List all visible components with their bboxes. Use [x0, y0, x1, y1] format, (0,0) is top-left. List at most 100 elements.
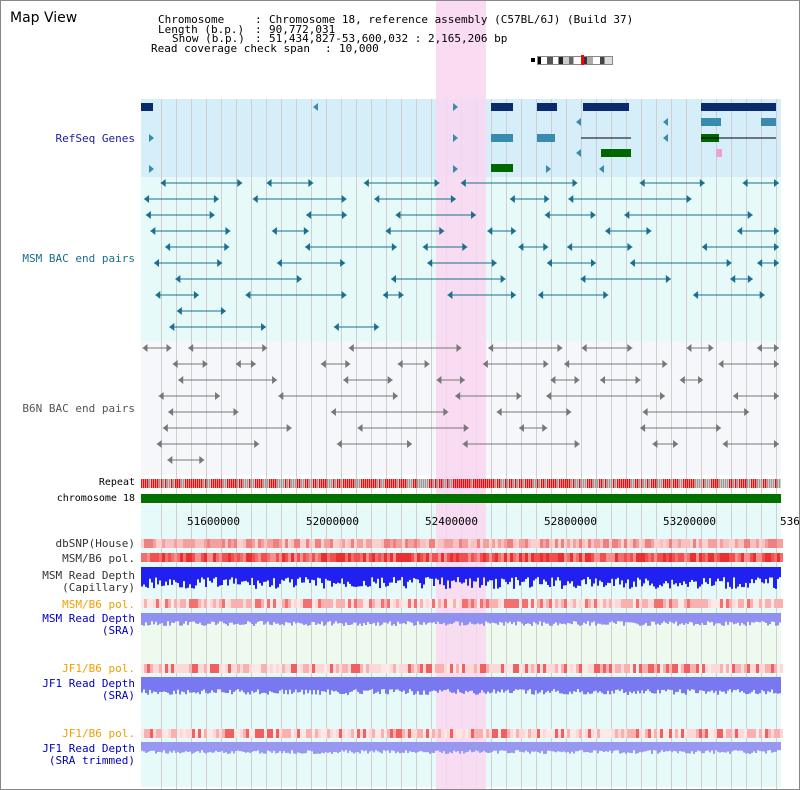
heat-cell [204, 664, 207, 673]
heat-cell [189, 539, 192, 548]
heat-cell [249, 599, 252, 608]
heat-cell [261, 664, 264, 673]
depth-bar [279, 742, 281, 752]
repeat-mark [603, 479, 605, 488]
heat-cell [432, 599, 435, 608]
heat-cell [336, 729, 339, 738]
depth-bar [633, 677, 635, 692]
heat-cell [141, 553, 144, 562]
heat-cell [561, 729, 564, 738]
coverage-label: Read coverage check span [151, 42, 310, 55]
end-marker [252, 195, 258, 203]
depth-bar [521, 742, 523, 752]
depth-bar [539, 567, 541, 585]
depth-bar [321, 613, 323, 622]
repeat-mark [533, 479, 535, 488]
end-marker [330, 408, 336, 416]
depth-bar [391, 677, 393, 690]
heat-cell [420, 599, 423, 608]
heat-cell [270, 553, 273, 562]
refseq-genes-label[interactable]: RefSeq Genes [55, 132, 135, 145]
repeat-mark [525, 479, 527, 488]
msm-b6-pol-sra-label: MSM/B6 pol. [62, 598, 135, 611]
depth-bar [549, 613, 551, 626]
heat-cell [711, 539, 714, 548]
heat-cell [714, 539, 717, 548]
depth-bar [147, 677, 149, 695]
depth-bar [597, 613, 599, 624]
heat-cell [675, 599, 678, 608]
depth-bar [471, 742, 473, 753]
repeat-mark [143, 479, 145, 488]
depth-bar [523, 742, 525, 753]
msm-bac-label[interactable]: MSM BAC end pairs [22, 252, 135, 265]
repeat-mark [369, 479, 371, 488]
heat-cell [669, 553, 672, 562]
depth-bar [171, 742, 173, 753]
end-marker [774, 440, 779, 448]
heat-cell [273, 539, 276, 548]
depth-bar [629, 567, 631, 589]
depth-bar [459, 742, 461, 754]
heat-cell [177, 664, 180, 673]
depth-bar [279, 677, 281, 691]
heat-cell [585, 553, 588, 562]
depth-bar [619, 613, 621, 622]
heat-cell [525, 539, 528, 548]
depth-bar [713, 613, 715, 626]
heat-cell [492, 539, 495, 548]
repeat-mark [723, 479, 725, 488]
heat-cell [162, 553, 165, 562]
depth-bar [511, 567, 513, 578]
heat-cell [687, 729, 690, 738]
heat-cell [165, 539, 168, 548]
depth-bar [755, 567, 757, 580]
end-marker [434, 179, 440, 187]
end-marker [496, 408, 502, 416]
depth-bar [511, 613, 513, 625]
depth-bar [197, 567, 199, 580]
heat-cell [660, 539, 663, 548]
repeat-mark [433, 479, 435, 488]
depth-bar [277, 677, 279, 694]
heat-cell [597, 553, 600, 562]
heat-cell [666, 599, 669, 608]
end-marker [363, 179, 369, 187]
depth-bar [287, 742, 289, 753]
depth-bar [305, 567, 307, 578]
depth-bar [231, 567, 233, 578]
chromosome-ideogram[interactable] [531, 55, 613, 65]
depth-bar [181, 677, 183, 692]
end-marker [487, 227, 493, 235]
depth-bar [229, 613, 231, 623]
heat-cell [564, 664, 567, 673]
depth-bar [313, 677, 315, 691]
depth-bar [753, 742, 755, 752]
depth-bar [587, 742, 589, 752]
heat-cell [420, 729, 423, 738]
heat-cell [561, 553, 564, 562]
repeat-mark [715, 479, 717, 488]
heat-cell [666, 729, 669, 738]
depth-bar [291, 567, 293, 580]
depth-bar [375, 677, 377, 693]
highlight-region[interactable] [436, 1, 486, 789]
depth-bar [691, 613, 693, 623]
heat-cell [513, 664, 516, 673]
depth-bar [293, 567, 295, 588]
depth-bar [319, 677, 321, 695]
heat-cell [648, 599, 651, 608]
heat-cell [351, 553, 354, 562]
heat-cell [648, 553, 651, 562]
repeat-mark [761, 479, 763, 488]
heat-cell [714, 664, 717, 673]
repeat-mark [735, 479, 737, 488]
depth-bar [363, 677, 365, 691]
heat-cell [627, 729, 630, 738]
b6n-bac-label[interactable]: B6N BAC end pairs [22, 402, 135, 415]
heat-cell [147, 599, 150, 608]
heat-cell [648, 729, 651, 738]
depth-bar [437, 613, 439, 622]
heat-cell [756, 599, 759, 608]
heat-cell [396, 729, 399, 738]
